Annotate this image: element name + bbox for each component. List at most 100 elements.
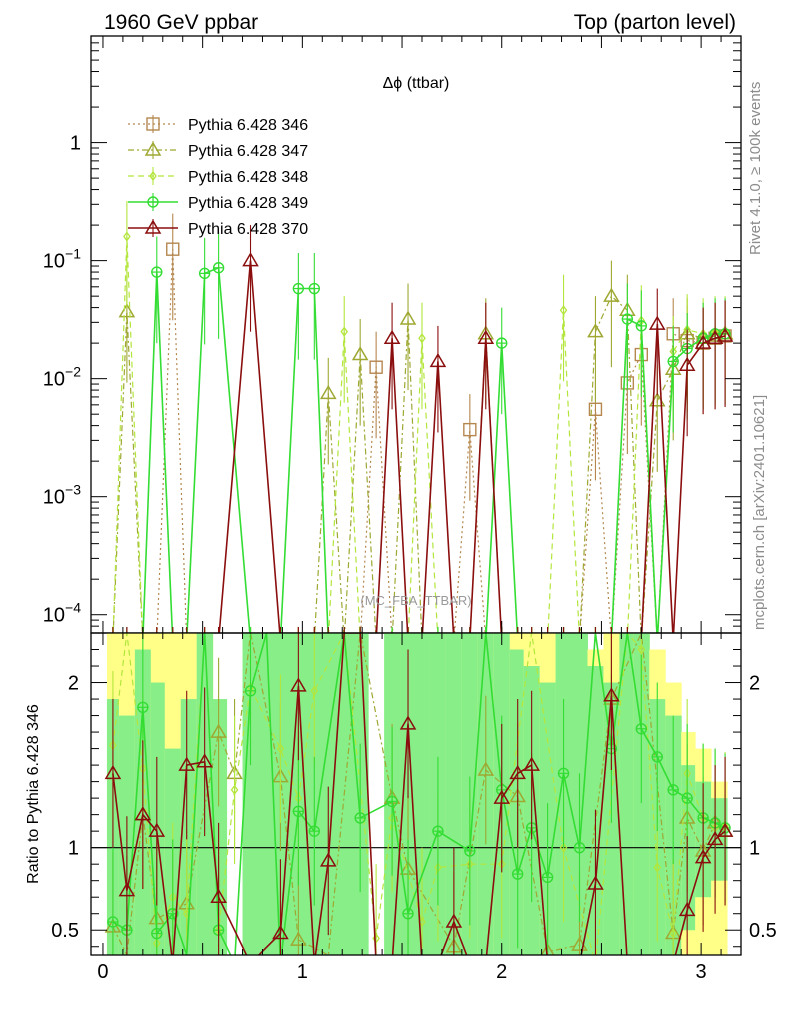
ratio-point: [637, 644, 646, 655]
y-tick-label: 10−3: [43, 482, 81, 509]
legend-marker: [146, 117, 160, 131]
legend-entry: Pythia 6.428 348: [128, 167, 308, 186]
data-point: [678, 356, 696, 371]
ratio-point: [557, 767, 570, 780]
uncertainty-band-green: [306, 633, 321, 955]
data-point: [308, 282, 321, 295]
ratio-point: [587, 875, 604, 890]
plot-title: Δϕ (ttbar): [383, 75, 450, 92]
data-point: [477, 329, 495, 344]
ratio-series-layer: [91, 633, 741, 955]
ratio-point: [308, 825, 321, 837]
ratio-point: [445, 913, 463, 928]
ratio-point: [196, 753, 213, 768]
ratio-point: [134, 806, 152, 821]
ratio-point: [559, 842, 568, 853]
legend-marker: [144, 141, 162, 156]
data-point: [667, 355, 679, 368]
legend-marker: [147, 196, 159, 208]
ratio-point: [178, 756, 196, 771]
ratio-point: [509, 764, 526, 780]
ratio-point: [651, 751, 663, 763]
ratio-point: [244, 685, 257, 697]
uncertainty-band-green: [509, 649, 525, 955]
ratio-point: [402, 908, 414, 920]
header-right: Top (parton level): [574, 11, 736, 34]
ratio-point: [432, 825, 444, 837]
ratio-axes: 0.5 0.5 1 1 2 2 0 1 2 3: [51, 633, 777, 983]
mcplots-reference-text: mcplots.cern.ch [arXiv:2401.10621]: [751, 395, 768, 630]
series-line: [112, 295, 726, 633]
ratio-point: [541, 871, 554, 884]
legend-label: Pythia 6.428 370: [188, 221, 308, 238]
legend-entry: Pythia 6.428 347: [128, 141, 308, 160]
ratio-point: [694, 849, 712, 864]
ratio-point: [319, 852, 337, 867]
ratio-point: [493, 789, 511, 804]
data-point: [463, 422, 477, 437]
ratio-axis-label: Ratio to Pythia 6.428 346: [25, 704, 42, 884]
data-point: [319, 384, 337, 400]
legend-label: Pythia 6.428 349: [188, 195, 308, 212]
ratio-point: [511, 868, 524, 880]
legend-label: Pythia 6.428 347: [188, 143, 308, 160]
ratio-point: [399, 715, 417, 730]
main-series-layer: [112, 201, 734, 633]
legend-entry: Pythia 6.428 349: [128, 193, 308, 212]
data-point: [123, 231, 131, 242]
data-point: [588, 402, 603, 416]
ratio-point: [148, 822, 166, 837]
ratio-point: [681, 792, 693, 804]
series-pythia-6-428-370: [112, 225, 734, 633]
data-point: [429, 352, 447, 368]
data-point: [399, 310, 417, 325]
rivet-version-text: Rivet 4.1.0, ≥ 100k events: [747, 82, 764, 255]
data-point: [340, 326, 349, 337]
ratio-line: [112, 633, 726, 955]
main-panel: 10−4 10−3 10−2 10−1 1 Δϕ (ttbar) (MC_FBA_TTB…: [43, 35, 742, 634]
data-point: [369, 360, 383, 374]
data-point: [559, 305, 568, 316]
data-point: [198, 267, 211, 280]
ratio-point: [540, 943, 555, 955]
data-point: [716, 327, 734, 342]
ratio-y-tick-label-left: 0.5: [51, 920, 79, 942]
ratio-point: [210, 888, 227, 903]
ratio-y-tick-label-right: 2: [749, 673, 760, 695]
ratio-point: [464, 845, 476, 857]
ratio-point: [603, 687, 620, 702]
ratio-point: [137, 701, 149, 714]
data-point: [242, 252, 259, 267]
ratio-point: [386, 795, 398, 808]
data-point: [706, 329, 724, 344]
ratio-point: [292, 805, 305, 818]
ratio-point: [310, 685, 319, 696]
ratio-y-tick-label-right: 1: [749, 838, 760, 860]
data-point: [212, 262, 225, 274]
ratio-point: [706, 830, 724, 846]
data-point: [383, 329, 401, 344]
data-point: [351, 346, 369, 361]
ratio-point: [107, 916, 119, 928]
ratio-point: [104, 764, 122, 780]
main-axes: 10−4 10−3 10−2 10−1 1: [43, 35, 742, 634]
data-point: [603, 287, 620, 302]
header-left: 1960 GeV ppbar: [104, 11, 258, 34]
ratio-y-tick-label-right: 0.5: [749, 920, 777, 942]
legend-label: Pythia 6.428 348: [188, 169, 308, 186]
data-point: [635, 320, 648, 332]
ratio-y-tick-label-left: 2: [68, 673, 79, 695]
y-tick-label: 10−4: [43, 600, 81, 627]
data-point: [621, 313, 634, 325]
x-tick-label: 2: [496, 961, 507, 983]
ratio-point: [151, 927, 163, 940]
ratio-point: [523, 756, 540, 771]
uncertainty-band-green: [445, 633, 463, 955]
ratio-point: [635, 723, 648, 735]
series-line: [112, 236, 725, 633]
x-tick-label: 1: [297, 961, 308, 983]
data-point: [166, 242, 180, 256]
legend-entry: Pythia 6.428 346: [128, 115, 308, 134]
data-point: [694, 334, 712, 349]
